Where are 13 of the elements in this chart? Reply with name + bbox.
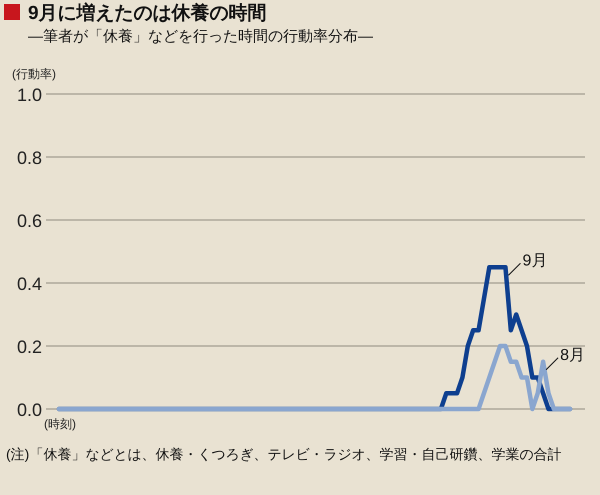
y-tick-label: 0.4 xyxy=(16,274,42,294)
y-axis-title: (行動率) xyxy=(12,67,56,81)
y-tick-label: 0.2 xyxy=(16,337,42,357)
y-tick-label: 0.8 xyxy=(16,148,42,168)
series-label: 8月 xyxy=(560,346,586,364)
y-tick-label: 0.6 xyxy=(16,211,42,231)
y-tick-label: 0.0 xyxy=(16,400,42,420)
text: (注)「休養」などとは、休養・くつろぎ、テレビ・ラジオ、学習・自己研鑽、学業の合計 xyxy=(6,446,562,462)
x-axis-title: (時刻) xyxy=(44,417,76,431)
chart-subtitle: ―筆者が「休養」などを行った時間の行動率分布― xyxy=(28,28,373,45)
chart-title: 9月に増えたのは休養の時間 xyxy=(28,2,267,24)
y-tick-label: 1.0 xyxy=(16,85,42,105)
series-label: 9月 xyxy=(522,252,548,270)
